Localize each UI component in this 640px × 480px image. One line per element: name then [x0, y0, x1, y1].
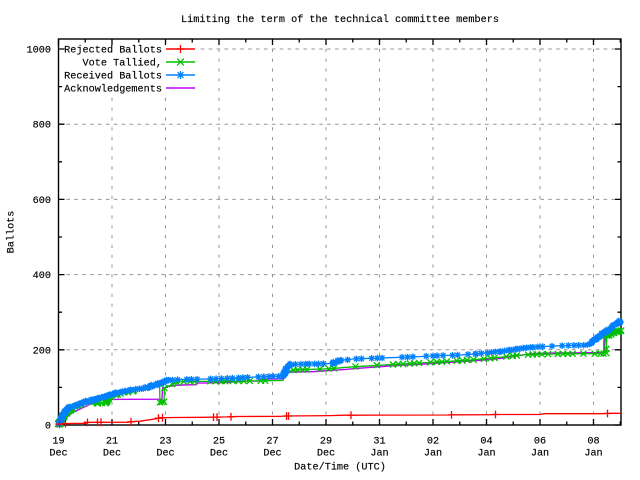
svg-text:Acknowledgements: Acknowledgements — [64, 84, 162, 96]
svg-text:04: 04 — [480, 437, 492, 448]
svg-text:Dec: Dec — [49, 449, 67, 460]
svg-text:Dec: Dec — [156, 449, 174, 460]
svg-text:02: 02 — [427, 437, 439, 448]
svg-text:Received Ballots: Received Ballots — [64, 71, 162, 83]
svg-text:Jan: Jan — [584, 449, 602, 460]
svg-text:08: 08 — [587, 437, 599, 448]
svg-text:Limiting the term of the techn: Limiting the term of the technical commi… — [181, 14, 499, 26]
svg-text:Dec: Dec — [103, 449, 121, 460]
svg-text:Vote Tallied,: Vote Tallied, — [83, 58, 162, 70]
svg-text:29: 29 — [320, 437, 332, 448]
svg-text:Rejected Ballots: Rejected Ballots — [64, 45, 162, 57]
svg-text:Jan: Jan — [370, 449, 388, 460]
svg-text:27: 27 — [266, 437, 278, 448]
svg-text:Date/Time (UTC): Date/Time (UTC) — [294, 462, 386, 474]
svg-text:Ballots: Ballots — [6, 211, 18, 254]
svg-text:Dec: Dec — [263, 449, 281, 460]
svg-text:Jan: Jan — [477, 449, 495, 460]
svg-text:Dec: Dec — [317, 449, 335, 460]
svg-text:23: 23 — [159, 437, 171, 448]
svg-text:400: 400 — [33, 271, 51, 282]
svg-text:06: 06 — [534, 437, 546, 448]
svg-text:200: 200 — [33, 346, 51, 357]
svg-text:25: 25 — [213, 437, 225, 448]
svg-text:Jan: Jan — [424, 449, 442, 460]
svg-text:600: 600 — [33, 196, 51, 207]
svg-text:31: 31 — [373, 437, 385, 448]
svg-text:21: 21 — [106, 437, 118, 448]
svg-text:800: 800 — [33, 121, 51, 132]
svg-text:0: 0 — [45, 422, 51, 433]
svg-text:Jan: Jan — [531, 449, 549, 460]
svg-text:19: 19 — [52, 437, 64, 448]
svg-text:1000: 1000 — [27, 46, 51, 57]
svg-text:Dec: Dec — [210, 449, 228, 460]
